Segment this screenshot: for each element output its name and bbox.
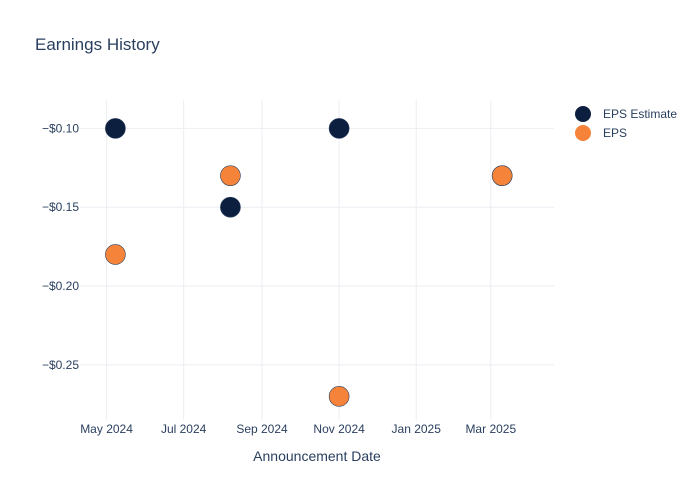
data-point[interactable]: [220, 196, 241, 218]
x-axis-title: Announcement Date: [253, 448, 381, 464]
x-tick-label: Mar 2025: [465, 422, 516, 436]
legend[interactable]: EPS Estimate EPS: [575, 106, 677, 141]
legend-label: EPS Estimate: [603, 107, 677, 121]
x-tick-label: Nov 2024: [313, 422, 365, 436]
x-tick-label: May 2024: [80, 422, 133, 436]
legend-marker: [575, 106, 591, 122]
grid-layer: [80, 100, 554, 420]
data-point[interactable]: [491, 165, 513, 186]
chart-title: Earnings History: [35, 35, 160, 54]
points-layer: [105, 118, 513, 407]
series-eps: [105, 165, 513, 407]
data-point[interactable]: [220, 165, 241, 186]
y-tick-label: −$0.25: [42, 358, 79, 372]
data-point[interactable]: [328, 386, 350, 407]
y-tick-label: −$0.20: [42, 279, 79, 293]
y-tick-label: −$0.10: [42, 121, 79, 135]
legend-marker: [575, 125, 591, 141]
x-tick-label: Sep 2024: [236, 422, 288, 436]
series-eps-estimate: [105, 118, 513, 218]
legend-item[interactable]: EPS: [575, 125, 627, 141]
x-tick-label: Jul 2024: [161, 422, 207, 436]
x-tick-label: Jan 2025: [392, 422, 442, 436]
legend-label: EPS: [603, 126, 627, 140]
y-tick-label: −$0.15: [42, 200, 79, 214]
tick-layer: May 2024 Jul 2024 Sep 2024 Nov 2024 Jan 2025…: [42, 121, 517, 436]
data-point[interactable]: [328, 118, 350, 139]
data-point[interactable]: [105, 244, 126, 265]
data-point[interactable]: [105, 118, 126, 139]
legend-item[interactable]: EPS Estimate: [575, 106, 677, 122]
